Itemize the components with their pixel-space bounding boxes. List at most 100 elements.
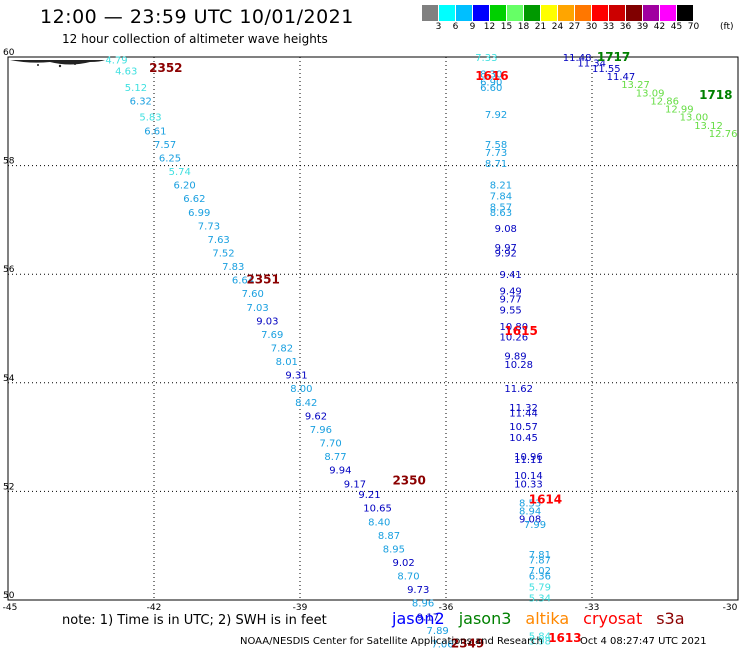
wave-height-value: 8.00 [290,384,312,395]
wave-height-value: 7.82 [271,344,293,355]
wave-height-value: 6.62 [183,194,205,205]
wave-height-value: 12.99 [665,105,694,116]
wave-height-value: 11.34 [577,58,606,69]
wave-height-value: 9.21 [358,490,380,501]
wave-height-value: 11.47 [607,72,636,83]
wave-height-value: 7.33 [475,53,497,64]
wave-height-value: 10.57 [509,422,538,433]
wave-height-value: 4.63 [115,67,137,78]
wave-height-value: 9.89 [504,352,526,363]
wave-height-value: 9.02 [392,558,414,569]
wave-height-value: 8.21 [490,181,512,192]
color-scale-label: 12 [483,22,496,32]
wave-height-value: 11.48 [563,53,592,64]
wave-height-value: 12.86 [650,96,679,107]
legend-jason3: jason3 [458,609,512,628]
wave-height-value: 7.73 [485,148,507,159]
wave-height-value: 9.17 [417,612,439,623]
wave-height-value: 11.44 [509,409,538,420]
wave-height-value: 5.84 [529,631,551,642]
wave-height-value: 10.45 [509,433,538,444]
color-scale-label: 42 [653,22,666,32]
color-swatch [677,5,694,21]
pass-time-label: 1615 [504,324,537,338]
color-swatch [439,5,456,21]
pass-time-label: 2351 [246,273,279,287]
track-1615: 10.8010.269.8910.2811.6211.3211.4410.571… [500,322,543,490]
map-subtitle: 12 hour collection of altimeter wave hei… [62,32,328,46]
color-scale-label: 15 [500,22,513,32]
wave-height-value: 6.99 [188,208,210,219]
color-swatch [592,5,609,21]
track-2350: 9.21 10.65 8.40 8.87 8.95 9.02 8.70 9.73 8.96 9.1… [358,474,453,650]
pass-time-label: 2352 [149,61,182,75]
satellite-legend: jason2 jason3 altika cryosat s3a [392,609,699,628]
color-swatch [456,5,473,21]
color-swatch [626,5,643,21]
wave-height-value: 10.33 [514,479,543,490]
wave-height-value: 9.41 [500,270,522,281]
wave-height-value: 7.89 [427,626,449,637]
wave-height-value: 9.03 [256,316,278,327]
lat-tick-label: 58 [3,157,15,167]
lat-tick-label: 56 [3,265,15,275]
frame-border [7,56,739,601]
color-scale-label: 27 [568,22,581,32]
legend-jason2: jason2 [392,609,445,628]
track-2351: 6.64 7.60 7.03 9.03 7.69 7.82 8.01 9.31 8.00 8.42… [232,273,366,491]
wave-height-value: 8.57 [490,202,512,213]
wave-height-value: 7.06 [431,639,453,650]
wave-height-value: 7.70 [319,439,341,450]
wave-height-value: 8.42 [295,398,317,409]
wave-height-value: 13.00 [680,113,709,124]
wave-height-value: 8.71 [485,159,507,170]
lon-tick-label: -42 [147,603,162,613]
wave-height-value: 10.96 [514,452,543,463]
wave-height-value: 7.83 [222,262,244,273]
lat-tick-label: 50 [3,591,15,601]
track-1613: 1613 [548,631,581,645]
pass-time-label: 1616 [475,69,508,83]
pass-time-label: 1613 [548,631,581,645]
pass-time-label: 2350 [392,474,425,488]
wave-height-value: 7.96 [310,425,332,436]
pass-time-label: 1614 [529,493,562,507]
wave-height-value: 12.76 [709,129,738,140]
altimeter-tracks: 4.794.63 5.12 6.32 5.83 6.61 7.57 6.25 5.74 6.20… [105,50,737,650]
credit-line: NOAA/NESDIS Center for Satellite Applica… [240,636,543,647]
wave-height-value: 10.14 [514,471,543,482]
lat-tick-label: 52 [3,482,14,492]
wave-height-value: 8.94 [519,506,541,517]
wave-height-value: 5.83 [139,113,161,124]
wave-height-value: 13.12 [694,121,723,132]
color-swatch [575,5,592,21]
wave-height-value: 8.77 [324,452,346,463]
color-swatch [422,5,439,21]
wave-height-value: 5.34 [529,593,551,604]
wave-height-value: 9.77 [500,295,522,306]
wave-height-value: 8.96 [412,599,434,610]
pass-time-label: 1718 [699,88,732,102]
color-scale-label: 45 [670,22,683,32]
color-scale-bar [422,5,694,21]
track-2352: 4.794.63 5.12 6.32 5.83 6.61 7.57 6.25 5.74 6.20… [105,56,244,273]
track-1616: 7.33 8.306.906.60 7.92 7.587.738.71 8.217.84… [475,53,522,316]
pass-time-label: 1717 [597,50,630,64]
track-1614: 8.538.949.087.99 7.817.877.026.365.795.34… [519,493,562,648]
wave-height-value: 11.62 [504,384,533,395]
color-scale-label: 9 [469,22,476,32]
wave-height-value: 7.58 [485,140,507,151]
color-swatch [660,5,677,21]
wave-height-value: 4.79 [105,56,127,67]
color-swatch [524,5,541,21]
wave-height-value: 7.63 [208,235,230,246]
color-swatch [558,5,575,21]
wave-height-value: 9.17 [344,479,366,490]
footer-note: note: 1) Time is in UTC; 2) SWH is in fe… [62,613,327,628]
wave-height-value: 9.31 [285,371,307,382]
wave-height-value: 5.79 [529,582,551,593]
wave-height-value: 6.20 [173,181,195,192]
